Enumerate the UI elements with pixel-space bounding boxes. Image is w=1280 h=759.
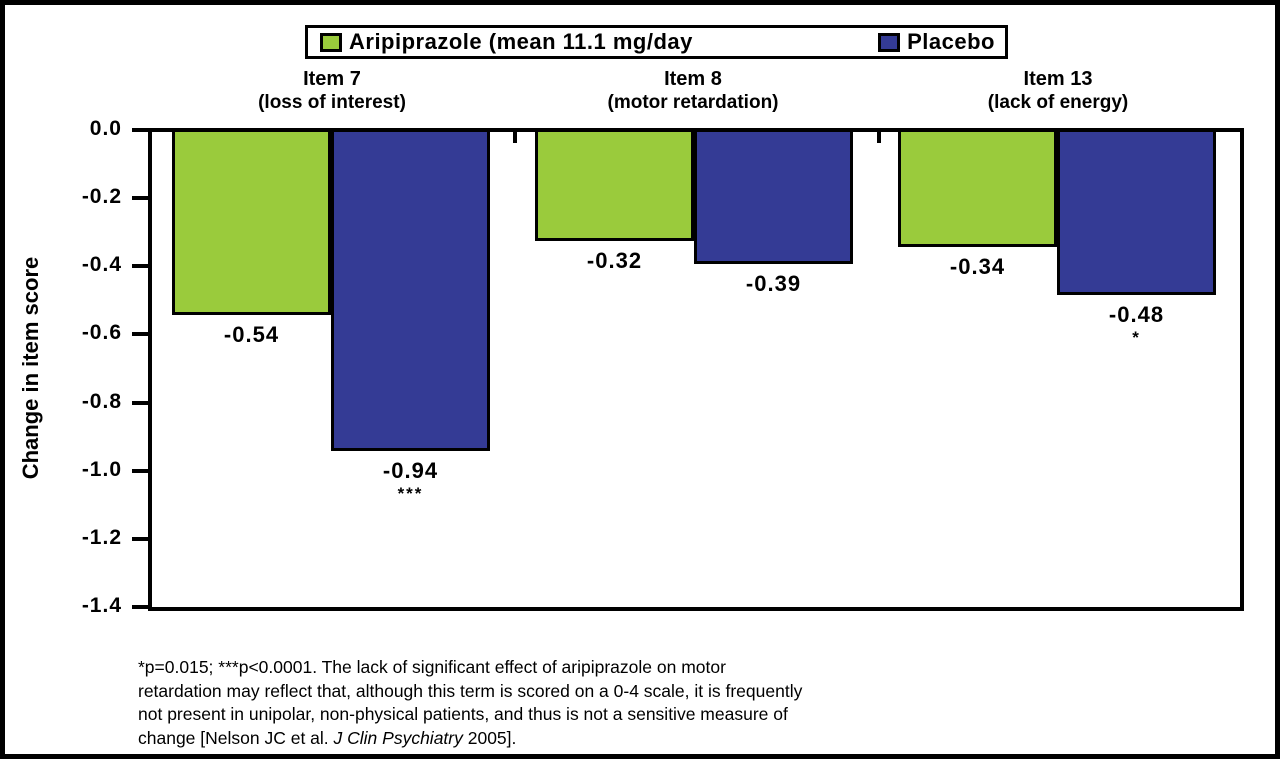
significance-marker-placebo-item-7: *** [397,484,424,503]
legend-label-aripiprazole: Aripiprazole (mean 11.1 mg/day [349,29,693,54]
y-tick-mark-0.0 [132,128,148,132]
group-label-item-13-name: Item 13 [1023,68,1093,90]
bar-value-placebo-item-13: -0.48 [1108,302,1165,327]
group-label-item-13-sub: (lack of energy) [987,92,1129,113]
group-label-item-7-sub: (loss of interest) [258,92,406,113]
bar-placebo-item-7 [331,132,490,451]
y-tick-label--1.2: -1.2 [81,525,122,549]
y-tick-label--1.4: -1.4 [81,594,122,617]
bar-value-placebo-item-8: -0.39 [745,271,802,296]
group-label-item-8-sub: (motor retardation) [607,92,779,113]
footnote-line-1: *p=0.015; ***p<0.0001. The lack of signi… [138,657,726,677]
bar-aripiprazole-item-7 [172,132,331,315]
bar-aripiprazole-item-8 [535,132,694,241]
y-tick-mark--1.2 [132,536,148,541]
bar-placebo-item-13 [1057,132,1216,295]
y-tick-mark--0.2 [132,196,148,201]
y-tick-mark--0.8 [132,400,148,405]
bar-value-aripiprazole-item-13: -0.34 [949,254,1006,279]
bar-value-aripiprazole-item-7: -0.54 [223,322,280,347]
y-tick-label--0.8: -0.8 [81,389,122,413]
legend-item-aripiprazole: Aripiprazole (mean 11.1 mg/day [320,29,693,55]
group-label-item-8: Item 8 (motor retardation) [533,68,853,114]
footnote: *p=0.015; ***p<0.0001. The lack of signi… [138,656,1118,750]
group-label-item-7: Item 7 (loss of interest) [172,68,492,114]
y-tick-mark--1.4 [132,605,148,609]
footnote-line-2: retardation may reflect that, although t… [138,680,803,701]
bar-value-aripiprazole-item-8: -0.32 [586,248,643,273]
plot-area: -0.54 -0.94 *** -0.32 -0.39 -0.34 -0.48 * [148,128,1244,611]
group-label-item-8-name: Item 8 [664,68,722,90]
y-tick-label--0.4: -0.4 [81,253,122,277]
footnote-line-4: change [Nelson JC et al. J Clin Psychiat… [138,727,517,748]
y-tick-mark--0.4 [132,264,148,269]
aripiprazole-swatch-icon [320,32,342,52]
footnote-citation-journal: J Clin Psychiatry [333,727,463,748]
y-tick-label--0.2: -0.2 [81,185,122,209]
x-axis-divider-tick-1 [513,132,517,143]
legend-label-placebo: Placebo [907,29,995,54]
legend: Aripiprazole (mean 11.1 mg/day Placebo [305,25,1008,59]
y-tick-label-0.0: 0.0 [89,117,122,140]
bar-aripiprazole-item-13 [898,132,1057,247]
y-tick-label--0.6: -0.6 [81,321,122,345]
bar-placebo-item-8 [694,132,853,264]
significance-marker-placebo-item-13: * [1132,328,1141,347]
group-label-item-7-name: Item 7 [303,68,361,90]
group-label-item-13: Item 13 (lack of energy) [898,68,1218,114]
y-tick-mark--0.6 [132,332,148,337]
y-tick-mark--1.0 [132,468,148,473]
y-tick-label--1.0: -1.0 [81,457,122,481]
x-axis-divider-tick-2 [877,132,881,143]
placebo-swatch-icon [878,32,901,52]
legend-item-placebo: Placebo [878,29,995,55]
bar-value-placebo-item-7: -0.94 [382,458,439,483]
footnote-line-3: not present in unipolar, non-physical pa… [138,704,788,724]
